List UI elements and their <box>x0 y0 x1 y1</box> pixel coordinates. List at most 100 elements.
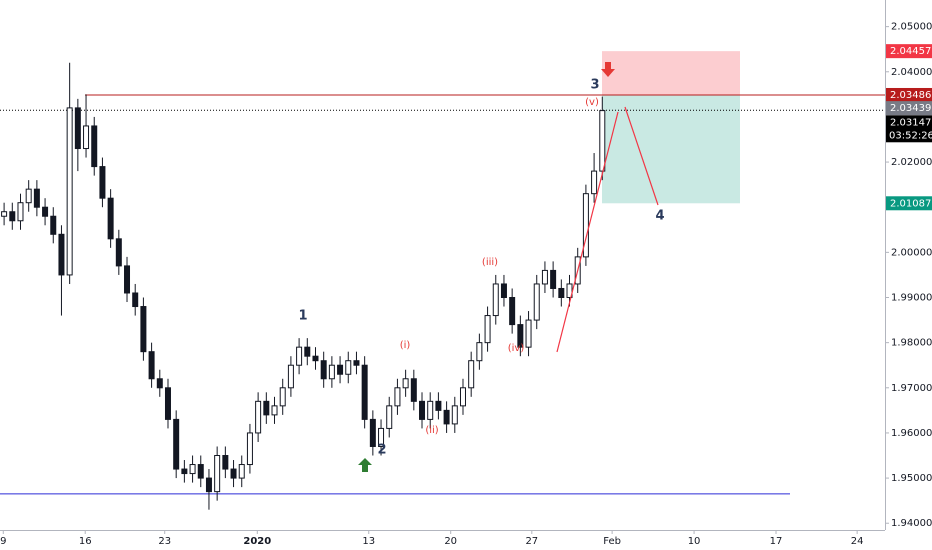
x-tick-label: 23 <box>158 536 171 547</box>
candle-body <box>9 211 16 222</box>
candle-body <box>271 405 278 416</box>
price-tag-label: 2.01087 <box>890 198 931 209</box>
candle-body <box>410 378 417 402</box>
candle-body <box>468 360 475 389</box>
candle-body <box>58 233 65 276</box>
y-tick-label: 2.05000 <box>891 22 932 33</box>
wave-label: 2 <box>377 443 386 458</box>
price-tag-label: 2.03486 <box>890 90 931 101</box>
candle-body <box>25 188 32 204</box>
candle-body <box>197 464 204 479</box>
candle-body <box>378 427 385 447</box>
candle-body <box>476 342 483 362</box>
price-tag <box>886 115 932 130</box>
price-tag-label: 2.03147 <box>890 117 931 128</box>
wave-label: (ii) <box>425 425 438 436</box>
wave-label: 1 <box>298 309 307 324</box>
candle-body <box>50 215 57 235</box>
x-tick-label: 9 <box>0 536 6 547</box>
candle-body <box>328 364 335 380</box>
candle-body <box>230 468 237 479</box>
wave-label: (iii) <box>482 257 498 268</box>
candle-body <box>74 107 81 150</box>
y-tick-label: 1.99000 <box>891 293 932 304</box>
wave-label: 3 <box>590 78 599 93</box>
target-zone <box>602 94 740 204</box>
candle-body <box>345 360 352 375</box>
candle-body <box>140 306 147 353</box>
y-tick-label: 2.00000 <box>891 247 932 258</box>
candle-body <box>42 206 49 217</box>
candle-body <box>353 360 360 366</box>
candle-body <box>66 107 73 276</box>
x-tick-label: 10 <box>688 536 701 547</box>
candle-body <box>263 400 270 416</box>
countdown-tag <box>886 128 932 143</box>
candle-body <box>124 265 131 294</box>
y-tick-label: 1.95000 <box>891 473 932 484</box>
sell-arrow <box>601 62 615 77</box>
candle-body <box>394 387 401 407</box>
wave-line <box>556 111 619 353</box>
y-tick-label: 2.04000 <box>891 67 932 78</box>
candle-body <box>33 188 40 208</box>
candle-body <box>369 418 376 447</box>
wave-label: (v) <box>585 97 599 108</box>
candle-body <box>386 405 393 429</box>
candle-body <box>599 110 606 172</box>
candle-body <box>279 387 286 407</box>
x-tick-label: 13 <box>362 536 375 547</box>
candle-body <box>484 315 491 344</box>
candle-body <box>525 319 532 348</box>
candle-body <box>492 283 499 317</box>
candle-body <box>517 324 524 348</box>
candle-body <box>238 464 245 479</box>
candle-body <box>558 287 565 299</box>
candle-body <box>205 477 212 493</box>
candle-body <box>320 360 327 380</box>
candle-body <box>541 269 548 285</box>
countdown-label: 03:52:26 <box>889 130 932 141</box>
price-tag <box>886 44 932 59</box>
candle-body <box>337 364 344 375</box>
price-tag <box>886 101 932 116</box>
candle-body <box>156 378 163 389</box>
candle-body <box>550 269 557 289</box>
candle-body <box>222 455 229 470</box>
y-tick-label: 1.98000 <box>891 338 932 349</box>
candle-body <box>189 464 196 475</box>
wave-label: 4 <box>655 209 664 224</box>
wave-label: (iv) <box>508 343 525 354</box>
y-tick-label: 1.97000 <box>891 383 932 394</box>
candle-body <box>509 297 516 326</box>
candle-body <box>582 193 589 258</box>
y-tick-label: 1.96000 <box>891 428 932 439</box>
candle-body <box>296 346 303 366</box>
x-tick-label: Feb <box>603 536 621 547</box>
candle-body <box>427 400 434 420</box>
candle-body <box>181 468 188 475</box>
candle-body <box>443 409 450 425</box>
price-tag-label: 2.04457 <box>890 46 931 57</box>
candle-body <box>173 418 180 470</box>
price-tag <box>886 196 932 211</box>
candle-body <box>312 355 319 362</box>
candle-body <box>287 364 294 389</box>
x-tick-label: 24 <box>851 536 864 547</box>
candle-body <box>459 387 466 407</box>
candle-body <box>83 125 90 150</box>
x-tick-label: 16 <box>79 536 92 547</box>
candle-body <box>435 400 442 411</box>
price-tag-label: 2.03439 <box>890 103 931 114</box>
price-tag <box>886 87 932 102</box>
x-tick-label: 2020 <box>243 536 271 547</box>
stop-zone <box>602 51 740 95</box>
y-tick-label: 2.02000 <box>891 157 932 168</box>
candle-body <box>107 197 114 240</box>
y-tick-label: 1.94000 <box>891 518 932 529</box>
candle-body <box>246 432 253 466</box>
wave-label: (i) <box>400 340 411 351</box>
candle-body <box>361 364 368 420</box>
